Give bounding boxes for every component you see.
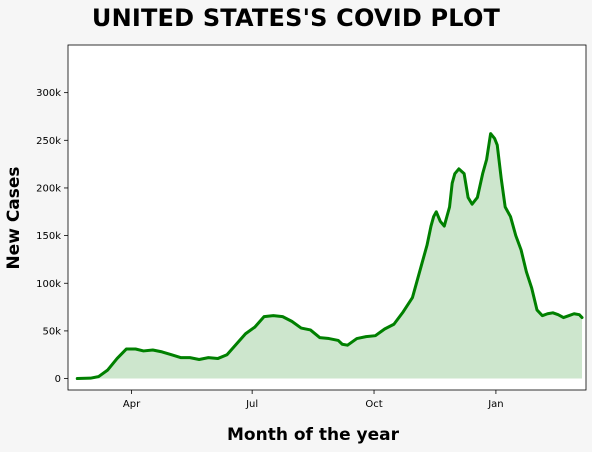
y-tick-label: 100k bbox=[36, 279, 61, 290]
y-axis-label: New Cases bbox=[4, 166, 24, 270]
y-tick-label: 200k bbox=[36, 183, 61, 194]
x-tick-label: Jan bbox=[487, 399, 503, 410]
x-axis-label: Month of the year bbox=[227, 425, 399, 445]
series-area-fill bbox=[77, 133, 583, 379]
series-line bbox=[75, 132, 584, 381]
y-tick-label: 50k bbox=[42, 326, 61, 337]
chart-title: UNITED STATES'S COVID PLOT bbox=[91, 4, 501, 32]
y-tick-label: 300k bbox=[36, 88, 61, 99]
x-tick-label: Jul bbox=[245, 399, 258, 410]
x-tick-label: Apr bbox=[123, 399, 141, 410]
y-tick-label: 150k bbox=[36, 231, 61, 242]
x-tick-label: Oct bbox=[365, 399, 382, 410]
y-tick-label: 0 bbox=[55, 374, 61, 385]
y-tick-label: 250k bbox=[36, 136, 61, 147]
